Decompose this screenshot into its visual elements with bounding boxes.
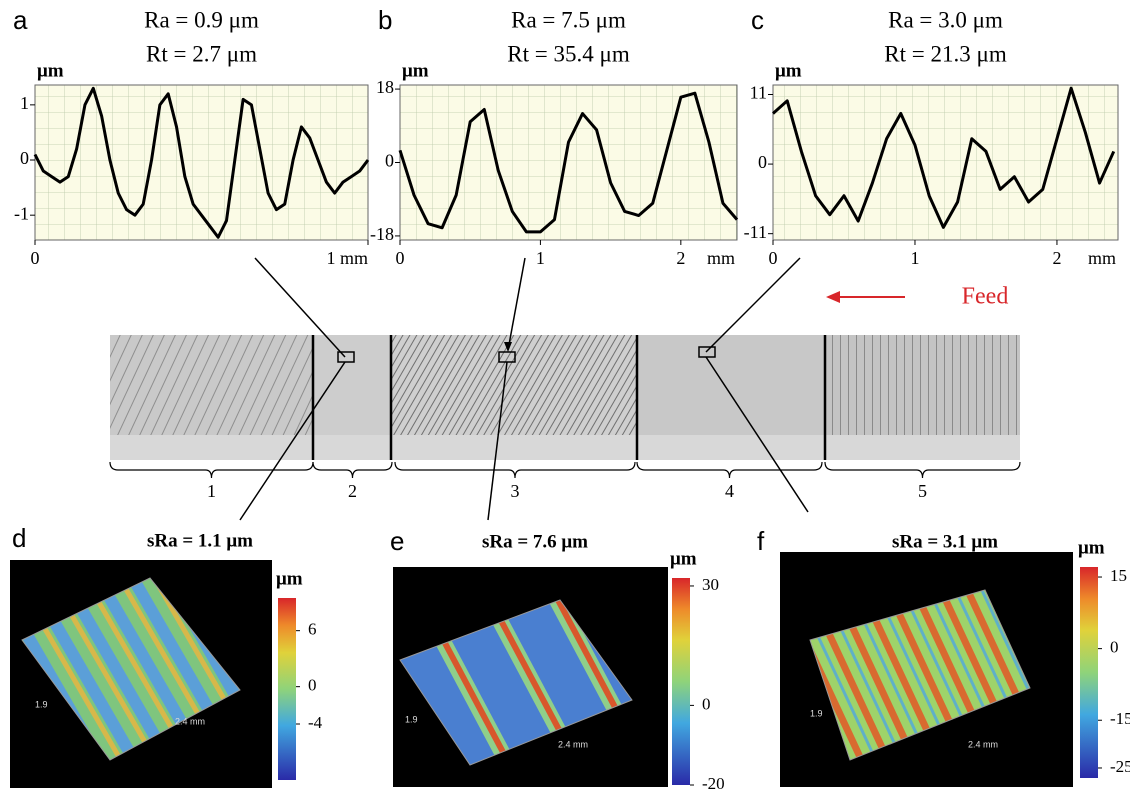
leader xyxy=(487,361,508,521)
depth-label: 1.9 xyxy=(405,714,418,724)
y-tick-label: 11 xyxy=(750,83,767,103)
y-axis-label: μm xyxy=(402,60,429,81)
x-tick-label: 0 xyxy=(769,248,778,268)
plot-grid xyxy=(400,85,737,240)
region-surface xyxy=(825,335,1020,435)
arrowhead xyxy=(504,342,512,352)
surface-title: sRa = 7.6 μm xyxy=(482,531,588,552)
brace xyxy=(636,461,823,479)
panel-label: f xyxy=(757,526,765,556)
chart-title: Ra = 0.9 μm xyxy=(144,7,259,32)
y-tick-label: 18 xyxy=(376,77,394,97)
panel-label: e xyxy=(390,526,404,556)
x-tick-label: 1 mm xyxy=(326,248,368,268)
x-tick-label: 1 xyxy=(536,248,545,268)
x-unit-label: mm xyxy=(707,248,735,268)
x-unit-label: mm xyxy=(1088,248,1116,268)
colorbar-tick-label: -25 xyxy=(1110,757,1130,776)
chart-subtitle: Rt = 35.4 μm xyxy=(507,41,630,66)
leader xyxy=(507,257,526,351)
y-axis-label: μm xyxy=(37,60,64,81)
profiles: a Ra = 0.9 μm Rt = 2.7 μm μm 1 0 -1 0 1 mm b Ra = … xyxy=(13,5,1119,268)
surface-plot xyxy=(21,577,241,761)
depth-label: 1.9 xyxy=(810,708,823,718)
plot-frame xyxy=(772,84,1119,241)
colorbar-tick-label: -4 xyxy=(308,713,323,732)
specimen-edge xyxy=(110,435,1020,460)
region-label: 2 xyxy=(348,481,357,501)
brace xyxy=(394,461,636,479)
region-label: 4 xyxy=(725,481,734,501)
colorbar-tick-label: 0 xyxy=(702,694,711,713)
x-tick-label: 0 xyxy=(396,248,405,268)
chart-title: Ra = 3.0 μm xyxy=(888,7,1003,32)
brace xyxy=(109,461,314,479)
leader xyxy=(705,356,809,513)
chart-title: Ra = 7.5 μm xyxy=(511,7,626,32)
specimen: Feed xyxy=(109,257,1021,521)
width-label: 2.4 mm xyxy=(968,739,998,749)
y-tick-label: -1 xyxy=(14,203,29,223)
y-axis-label: μm xyxy=(775,60,802,81)
profile-line xyxy=(772,86,1116,229)
colorbar xyxy=(1080,567,1098,778)
leader xyxy=(239,361,346,521)
region-surface xyxy=(110,335,313,435)
leader xyxy=(254,257,346,358)
colorbar-tick-label: 0 xyxy=(1110,638,1119,657)
colorbar-tick-label: -20 xyxy=(702,774,725,789)
colorbar-tick-label: 0 xyxy=(308,676,317,695)
leader xyxy=(705,257,801,353)
surface-plot xyxy=(399,599,633,766)
region-label: 3 xyxy=(511,481,520,501)
region-surface xyxy=(391,335,637,435)
width-label: 2.4 mm xyxy=(175,716,205,726)
surface-plot xyxy=(809,589,1031,761)
y-tick-label: 0 xyxy=(758,152,767,172)
panel-label: b xyxy=(378,5,392,35)
profile-line xyxy=(398,91,739,234)
x-tick-label: 2 xyxy=(1052,248,1061,268)
region-surface xyxy=(313,335,391,435)
surface-title: sRa = 1.1 μm xyxy=(147,530,253,551)
profile-line xyxy=(33,86,370,239)
x-tick-label: 2 xyxy=(676,248,685,268)
region-label: 5 xyxy=(918,481,927,501)
colorbar-tick-label: 30 xyxy=(702,575,719,594)
colorbar-unit: μm xyxy=(276,568,303,589)
colorbar-unit: μm xyxy=(1078,537,1105,558)
chart-subtitle: Rt = 21.3 μm xyxy=(884,41,1007,66)
panel-label: a xyxy=(13,5,28,35)
x-tick-label: 1 xyxy=(910,248,919,268)
colorbar xyxy=(672,578,690,785)
surface-title: sRa = 3.1 μm xyxy=(892,531,998,552)
colorbar-tick-label: 15 xyxy=(1110,566,1127,585)
colorbar-tick-label: 6 xyxy=(308,620,317,639)
colorbar-unit: μm xyxy=(670,548,697,569)
brace xyxy=(824,461,1021,479)
y-tick-label: 1 xyxy=(20,93,29,113)
brace xyxy=(312,461,393,479)
depth-label: 1.9 xyxy=(35,699,48,709)
feed-label: Feed xyxy=(962,284,1009,310)
width-label: 2.4 mm xyxy=(558,739,588,749)
panel-label: c xyxy=(751,5,764,35)
x-tick-label: 0 xyxy=(31,248,40,268)
colorbar-tick-label: -15 xyxy=(1110,709,1130,728)
region-label: 1 xyxy=(207,481,216,501)
measure-box xyxy=(698,346,716,358)
y-tick-label: 0 xyxy=(20,148,29,168)
region-surface xyxy=(637,335,825,435)
panel-label: d xyxy=(12,523,26,553)
y-tick-label: -11 xyxy=(744,222,767,242)
y-tick-label: 0 xyxy=(385,151,394,171)
y-tick-label: -18 xyxy=(370,224,394,244)
colorbar xyxy=(278,598,296,780)
chart-subtitle: Rt = 2.7 μm xyxy=(146,41,257,66)
measure-box xyxy=(337,351,355,363)
surfaces: d sRa = 1.1 μm 1.9 2.4 mm μm 6 0 -4 e sRa = 7.6 μ… xyxy=(10,523,1130,789)
feed-arrowhead xyxy=(826,291,840,303)
